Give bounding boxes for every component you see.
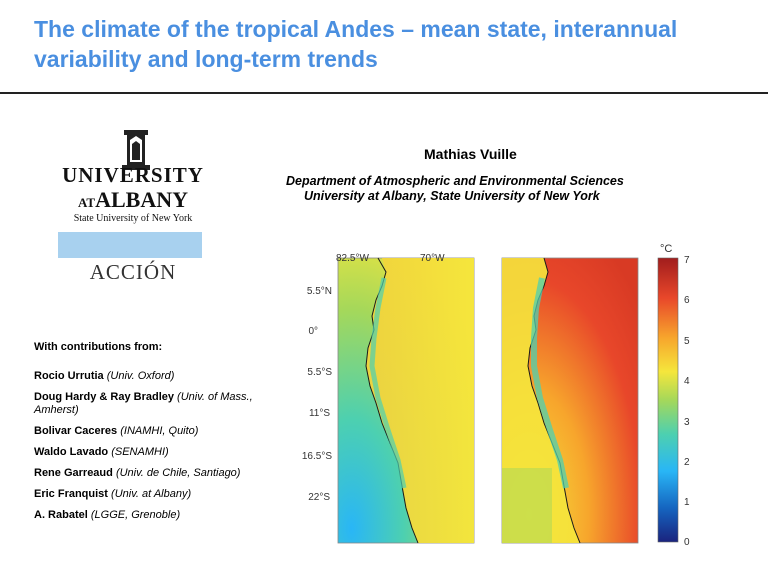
- contributor-name: Rocio Urrutia: [34, 370, 104, 382]
- author-name: Mathias Vuille: [424, 146, 517, 162]
- contributor-affiliation: (Univ. Oxford): [106, 370, 175, 382]
- contributor-name: Rene Garreaud: [34, 467, 113, 479]
- list-item: Bolivar Caceres (INAMHI, Quito): [34, 425, 292, 438]
- contributors-list: Rocio Urrutia (Univ. Oxford) Doug Hardy …: [34, 370, 292, 530]
- colorbar-tick: 6: [684, 295, 690, 306]
- logo-albany-text: ATALBANY: [38, 187, 228, 213]
- colorbar-unit: °C: [660, 243, 672, 255]
- lat-label: 11°S: [309, 408, 330, 419]
- colorbar-tick: 5: [684, 336, 690, 347]
- colorbar-tick: 0: [684, 537, 690, 548]
- author-affiliation: Department of Atmospheric and Environmen…: [286, 174, 706, 204]
- temperature-variability-map: [501, 257, 639, 544]
- logo-suny-text: State University of New York: [73, 213, 193, 224]
- logo-albany-word: ALBANY: [95, 187, 188, 212]
- lat-label: 22°S: [308, 492, 330, 503]
- contributor-name: Eric Franquist: [34, 488, 108, 500]
- contributor-name: A. Rabatel: [34, 509, 88, 521]
- list-item: Waldo Lavado (SENAMHI): [34, 446, 292, 459]
- list-item: Rocio Urrutia (Univ. Oxford): [34, 370, 292, 383]
- colorbar-tick: 1: [684, 497, 690, 508]
- colorbar: °C 7 6 5 4 3 2 1 0: [657, 243, 690, 548]
- contributions-heading: With contributions from:: [34, 341, 163, 353]
- contributor-name: Waldo Lavado: [34, 446, 109, 458]
- list-item: Eric Franquist (Univ. at Albany): [34, 488, 292, 501]
- contributor-affiliation: (Univ. of Mass., Amherst): [34, 391, 253, 416]
- albany-crest-icon: [122, 130, 150, 170]
- contributor-name: Doug Hardy & Ray Bradley: [34, 391, 174, 403]
- colorbar-tick: 4: [684, 376, 690, 387]
- logo-university-text: UNIVERSITY: [62, 163, 204, 187]
- contributor-affiliation: (LGGE, Grenoble): [90, 509, 181, 521]
- contributor-name: Bolivar Caceres: [34, 425, 118, 437]
- mean-temperature-map: [337, 257, 475, 544]
- colorbar-tick: 7: [684, 255, 690, 266]
- list-item: Rene Garreaud (Univ. de Chile, Santiago): [34, 467, 292, 480]
- contributor-affiliation: (SENAMHI): [111, 446, 169, 458]
- logo-at-text: AT: [77, 195, 96, 210]
- lat-label: 0°: [308, 326, 318, 337]
- university-logo: UNIVERSITY ATALBANY State University of …: [38, 112, 228, 292]
- title-divider: [0, 92, 768, 94]
- contributor-affiliation: (INAMHI, Quito): [120, 425, 199, 437]
- lat-label: 5.5°N: [307, 286, 332, 297]
- contributor-affiliation: (Univ. at Albany): [111, 488, 192, 500]
- colorbar-tick: 3: [684, 417, 690, 428]
- temperature-maps-figure: 82.5°W 70°W 5.5°N 0° 5.5°S 11°S 16.5°S 2…: [302, 243, 690, 548]
- affiliation-line-1: Department of Atmospheric and Environmen…: [286, 174, 624, 188]
- lon-label: 70°W: [420, 253, 445, 264]
- lon-label: 82.5°W: [336, 253, 369, 264]
- lat-label: 16.5°S: [302, 451, 332, 462]
- list-item: Doug Hardy & Ray Bradley (Univ. of Mass.…: [34, 391, 292, 417]
- slide-title: The climate of the tropical Andes – mean…: [34, 16, 678, 72]
- contributor-affiliation: (Univ. de Chile, Santiago): [115, 467, 241, 479]
- logo-accion-text: ACCIÓN: [89, 260, 177, 284]
- colorbar-tick: 2: [684, 457, 690, 468]
- logo-color-band: [58, 232, 202, 258]
- affiliation-line-2: University at Albany, State University o…: [304, 189, 600, 203]
- list-item: A. Rabatel (LGGE, Grenoble): [34, 509, 292, 522]
- lat-label: 5.5°S: [307, 367, 332, 378]
